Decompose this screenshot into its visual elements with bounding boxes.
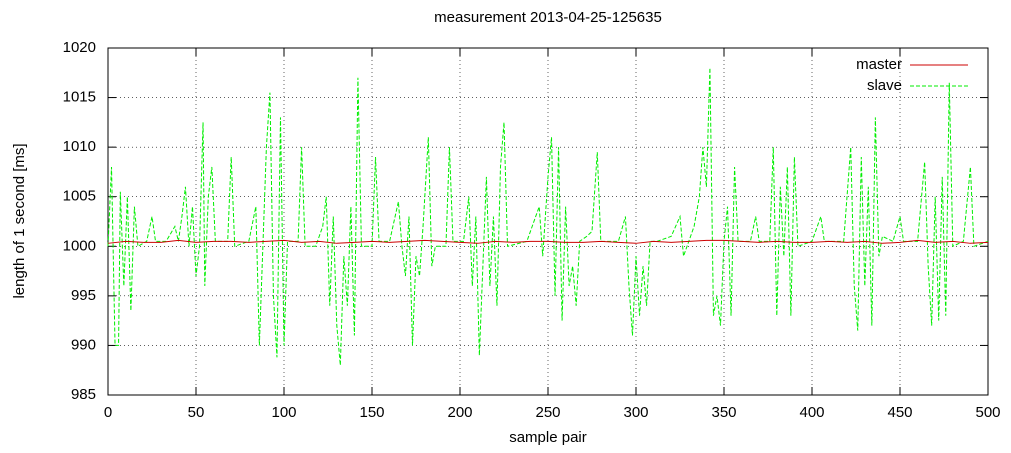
y-tick-label: 1000 [63, 237, 96, 254]
x-tick-label: 350 [711, 404, 736, 421]
x-tick-label: 200 [447, 404, 472, 421]
y-tick-label: 1005 [63, 188, 96, 205]
legend-label: master [856, 56, 902, 73]
x-tick-label: 100 [271, 404, 296, 421]
x-tick-label: 300 [623, 404, 648, 421]
y-tick-label: 1015 [63, 89, 96, 106]
plot-border [107, 47, 989, 396]
series-line [107, 67, 989, 366]
x-tick-label: 450 [887, 404, 912, 421]
y-tick-label: 1020 [63, 39, 96, 56]
y-tick-label: 985 [71, 386, 96, 403]
x-tick-label: 500 [975, 404, 1000, 421]
x-tick-label: 400 [799, 404, 824, 421]
y-axis-label: length of 1 second [ms] [11, 143, 28, 298]
x-axis-label: sample pair [509, 429, 587, 446]
y-tick-label: 990 [71, 336, 96, 353]
x-tick-label: 250 [535, 404, 560, 421]
series-line [107, 239, 989, 244]
y-tick-label: 995 [71, 287, 96, 304]
legend-label: slave [867, 77, 902, 94]
y-tick-label: 1010 [63, 138, 96, 155]
chart-title: measurement 2013-04-25-125635 [434, 9, 662, 26]
x-tick-label: 50 [188, 404, 205, 421]
x-tick-label: 150 [359, 404, 384, 421]
x-tick-label: 0 [104, 404, 112, 421]
